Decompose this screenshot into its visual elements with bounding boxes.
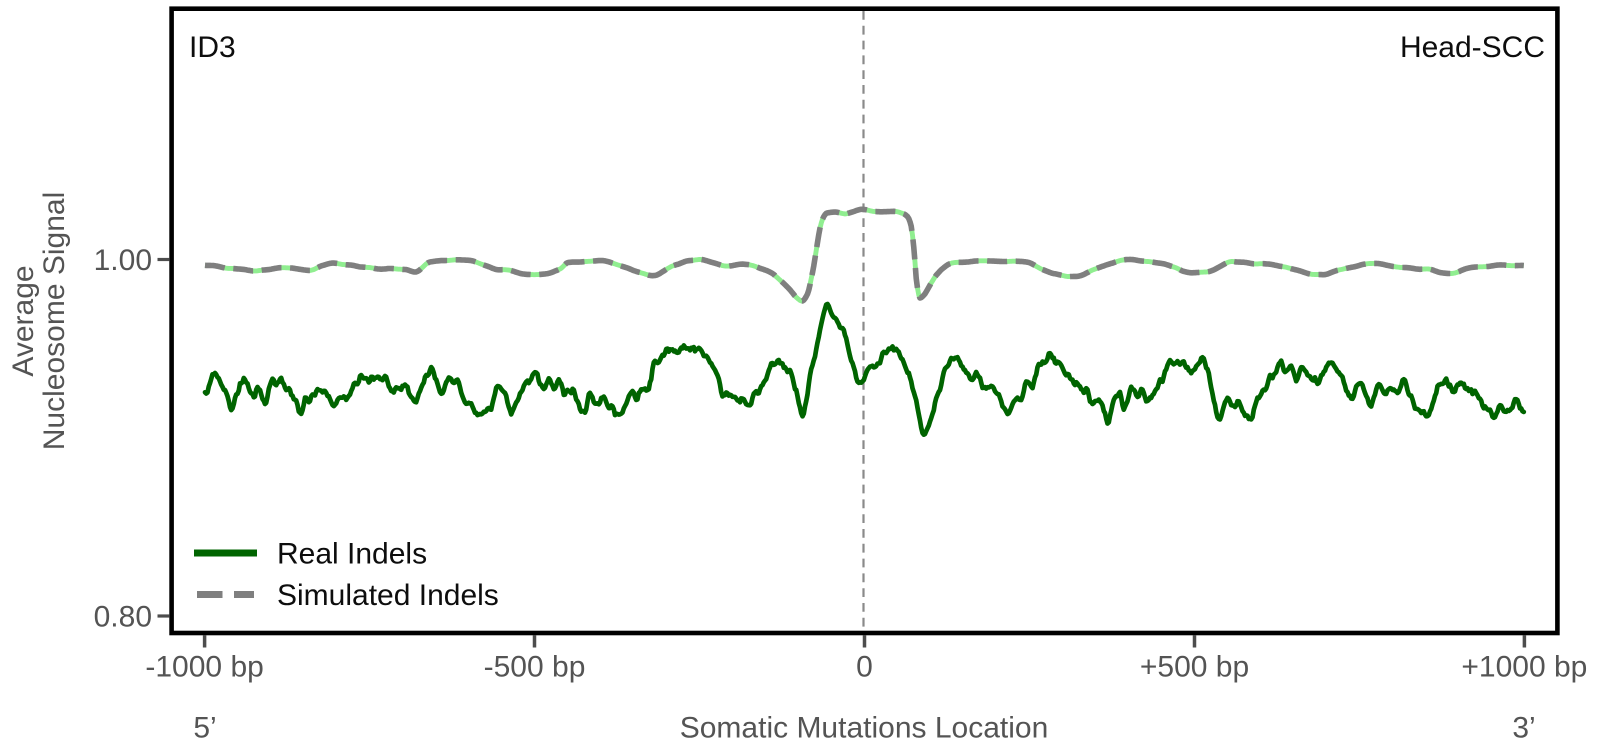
svg-text:-1000 bp: -1000 bp xyxy=(145,651,263,684)
svg-text:Somatic Mutations Location: Somatic Mutations Location xyxy=(680,712,1049,745)
svg-text:0.80: 0.80 xyxy=(94,601,152,634)
svg-text:1.00: 1.00 xyxy=(94,244,152,277)
svg-text:-500 bp: -500 bp xyxy=(484,651,586,684)
svg-text:Head-SCC: Head-SCC xyxy=(1400,31,1545,64)
svg-text:0: 0 xyxy=(856,651,873,684)
svg-text:3’: 3’ xyxy=(1512,712,1535,745)
svg-text:Average: Average xyxy=(7,265,40,376)
svg-text:Real Indels: Real Indels xyxy=(277,538,427,571)
svg-text:5’: 5’ xyxy=(193,712,216,745)
svg-text:ID3: ID3 xyxy=(189,31,236,64)
svg-text:+1000 bp: +1000 bp xyxy=(1461,651,1587,684)
svg-text:+500 bp: +500 bp xyxy=(1140,651,1249,684)
svg-text:Simulated Indels: Simulated Indels xyxy=(277,579,499,612)
svg-text:Nucleosome Signal: Nucleosome Signal xyxy=(38,192,71,450)
